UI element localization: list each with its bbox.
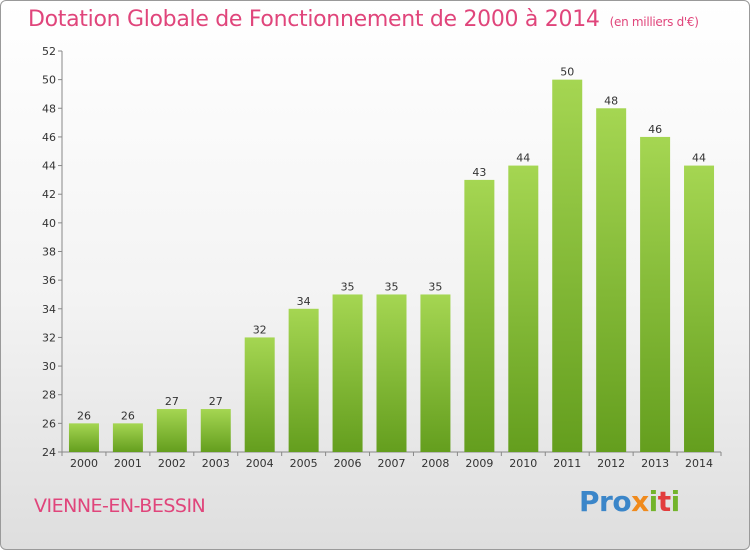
bar-2007: [376, 294, 407, 452]
chart-title: Dotation Globale de Fonctionnement de 20…: [28, 7, 699, 32]
y-tick-label: 28: [42, 389, 56, 402]
proxiti-logo: Proxiti: [579, 485, 680, 518]
y-tick-label: 52: [42, 45, 56, 58]
axes: 24 26 28 30 32 34 36 38 40 42 44 46 48 50 52 2000 2001 20…: [42, 45, 722, 470]
x-tick-label-2013: 2013: [641, 457, 669, 470]
value-label-2014: 44: [692, 152, 706, 165]
value-label-2010: 44: [516, 152, 530, 165]
value-label-2002: 27: [165, 395, 179, 408]
value-label-2007: 35: [385, 280, 399, 293]
bar-2000: [68, 423, 99, 452]
x-tick-label-2003: 2003: [202, 457, 230, 470]
x-tick-label-2010: 2010: [509, 457, 537, 470]
commune-name: VIENNE-EN-BESSIN: [34, 495, 206, 517]
x-tick-label-2014: 2014: [685, 457, 713, 470]
y-tick-label: 36: [42, 274, 56, 287]
x-tick-label-2006: 2006: [334, 457, 362, 470]
value-label-2012: 48: [604, 94, 618, 107]
bar-2013: [640, 136, 671, 452]
value-label-2001: 26: [121, 409, 135, 422]
value-label-2000: 26: [77, 409, 91, 422]
x-tick-label-2005: 2005: [290, 457, 318, 470]
x-tick-label-2007: 2007: [378, 457, 406, 470]
y-tick-label: 34: [42, 303, 56, 316]
y-tick-label: 44: [42, 160, 56, 173]
x-tick-label-2001: 2001: [114, 457, 142, 470]
x-tick-label-2012: 2012: [597, 457, 625, 470]
x-tick-label-2004: 2004: [246, 457, 274, 470]
y-tick-label: 38: [42, 246, 56, 259]
x-tick-label-2002: 2002: [158, 457, 186, 470]
value-label-2013: 46: [648, 123, 662, 136]
bar-2008: [420, 294, 451, 452]
bar-2005: [288, 308, 319, 452]
value-label-2009: 43: [472, 166, 486, 179]
value-label-2005: 34: [297, 295, 311, 308]
x-tick-label-2000: 2000: [70, 457, 98, 470]
bar-2010: [508, 165, 539, 453]
y-tick-label: 48: [42, 102, 56, 115]
bar-2014: [684, 165, 715, 453]
bar-2004: [244, 337, 275, 452]
bars: 26 26 27 27 32 34 35 35 35 43 44 50 48 46 44: [68, 66, 715, 453]
x-tick-label-2011: 2011: [553, 457, 581, 470]
value-label-2004: 32: [253, 323, 267, 336]
y-tick-label: 50: [42, 74, 56, 87]
y-tick-label: 42: [42, 188, 56, 201]
y-tick-label: 46: [42, 131, 56, 144]
value-label-2008: 35: [428, 280, 442, 293]
bar-2006: [332, 294, 363, 452]
bar-2003: [200, 409, 231, 452]
y-tick-label: 26: [42, 417, 56, 430]
bar-2009: [464, 179, 495, 452]
bar-2011: [552, 79, 583, 453]
x-tick-label-2008: 2008: [421, 457, 449, 470]
bar-2002: [156, 409, 187, 452]
bar-2012: [596, 108, 627, 453]
value-label-2006: 35: [341, 280, 355, 293]
bar-2001: [112, 423, 143, 452]
x-tick-label-2009: 2009: [465, 457, 493, 470]
value-label-2003: 27: [209, 395, 223, 408]
chart-subtitle: (en milliers d'€): [609, 15, 699, 29]
y-tick-label: 32: [42, 331, 56, 344]
y-tick-label: 30: [42, 360, 56, 373]
y-tick-label: 40: [42, 217, 56, 230]
value-label-2011: 50: [560, 66, 574, 79]
y-tick-label: 24: [42, 446, 56, 459]
title-text: Dotation Globale de Fonctionnement de 20…: [28, 7, 600, 32]
